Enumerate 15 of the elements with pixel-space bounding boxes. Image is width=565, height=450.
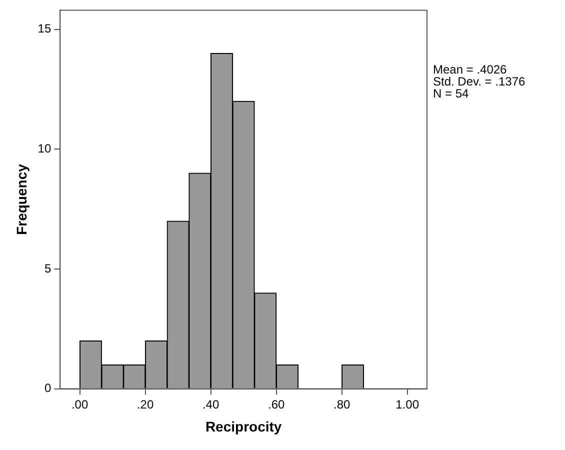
y-tick-label: 15	[38, 22, 52, 36]
y-tick-label: 0	[44, 381, 52, 396]
x-tick-label: .80	[333, 397, 350, 412]
text: N = 54	[433, 86, 470, 101]
x-tick-label: .40	[202, 397, 220, 412]
x-tick-label: 1.00	[396, 397, 420, 412]
text: Mean = .4026	[433, 62, 508, 77]
x-tick-label: .00	[71, 397, 88, 412]
y-tick-label: 5	[44, 261, 52, 276]
text: Std. Dev. = .1376	[433, 74, 526, 89]
x-axis-title: Reciprocity	[205, 418, 282, 434]
x-tick-label: .20	[136, 397, 154, 412]
y-tick-label: 10	[38, 141, 52, 156]
y-axis-title: Frequency	[13, 164, 30, 235]
x-tick-label: .60	[268, 397, 285, 412]
